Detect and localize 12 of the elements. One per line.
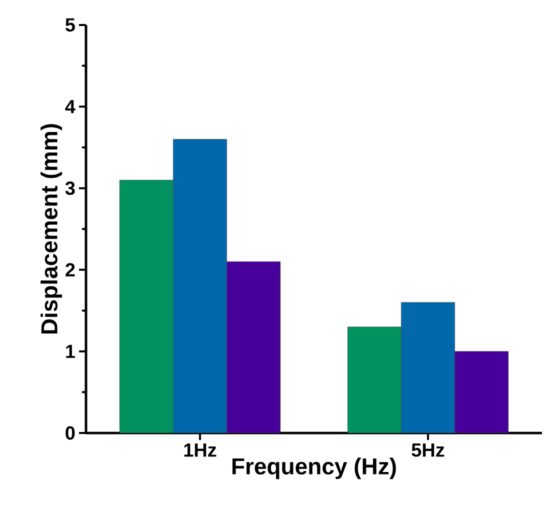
y-tick-label: 2 — [66, 263, 75, 276]
x-tick-label: 1Hz — [184, 444, 216, 457]
y-tick-label: 4 — [65, 100, 76, 114]
y-tick-label: 1 — [66, 344, 75, 358]
bar — [347, 326, 402, 433]
bar — [119, 180, 174, 433]
y-tick-label: 0 — [66, 426, 75, 440]
y-tick-label: 5 — [65, 18, 75, 32]
y-axis-title: Displacement (mm) — [40, 124, 62, 334]
x-axis-title: Frequency (Hz) — [232, 458, 396, 480]
y-tick-label: 3 — [65, 181, 75, 195]
x-tick-label: 5Hz — [412, 444, 444, 457]
